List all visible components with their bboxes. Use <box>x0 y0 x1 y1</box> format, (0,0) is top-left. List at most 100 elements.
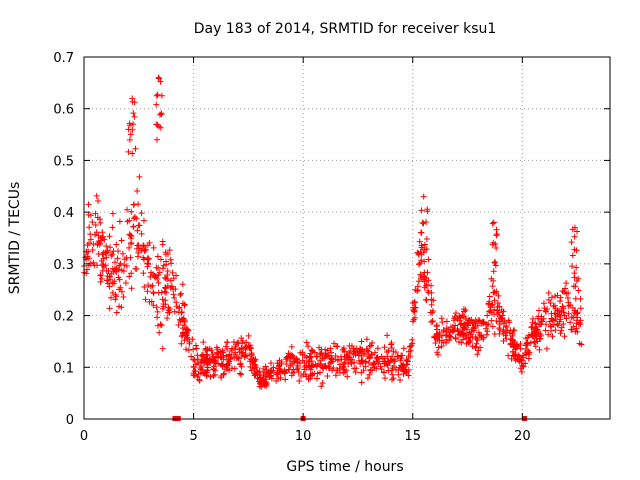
data-point <box>491 311 498 318</box>
data-point <box>374 345 381 352</box>
data-point <box>418 257 425 264</box>
data-point <box>542 327 549 334</box>
data-point <box>150 271 157 278</box>
data-point <box>563 280 570 287</box>
data-point <box>489 220 496 227</box>
data-point <box>142 246 149 253</box>
data-point <box>182 331 189 338</box>
data-point <box>569 263 576 270</box>
data-point <box>418 207 425 214</box>
data-point <box>476 331 483 338</box>
data-point <box>381 344 388 351</box>
data-point <box>200 339 207 346</box>
data-point <box>118 304 125 311</box>
data-point <box>486 308 493 315</box>
data-point <box>508 336 515 343</box>
data-point <box>251 364 258 371</box>
data-point <box>160 262 167 269</box>
data-point <box>329 358 336 365</box>
data-point <box>203 369 210 376</box>
data-point <box>89 219 96 226</box>
data-point <box>533 323 540 330</box>
data-point <box>332 372 339 379</box>
data-point <box>165 304 172 311</box>
data-point <box>87 236 94 243</box>
data-point <box>120 294 127 301</box>
data-point <box>236 346 243 353</box>
data-point <box>97 240 104 247</box>
data-point <box>520 363 527 370</box>
data-point <box>303 364 310 371</box>
data-point <box>561 289 568 296</box>
data-point <box>483 321 490 328</box>
data-point <box>140 243 147 250</box>
data-point <box>443 332 450 339</box>
data-point <box>109 210 116 217</box>
data-point <box>507 327 514 334</box>
data-point <box>194 373 201 380</box>
data-point <box>542 308 549 315</box>
data-point <box>407 343 414 350</box>
data-point <box>84 242 91 249</box>
data-point <box>111 259 118 266</box>
data-point <box>401 367 408 374</box>
data-point <box>100 263 107 270</box>
data-point <box>478 320 485 327</box>
data-point <box>108 252 115 259</box>
data-point <box>565 310 572 317</box>
data-point <box>461 321 468 328</box>
data-point <box>458 320 465 327</box>
data-point <box>186 340 193 347</box>
data-point <box>324 347 331 354</box>
data-point <box>409 336 416 343</box>
data-point <box>564 294 571 301</box>
data-point <box>411 314 418 321</box>
data-point <box>420 193 427 200</box>
data-point <box>103 249 110 256</box>
data-point <box>85 201 92 208</box>
data-point <box>164 315 171 322</box>
data-point <box>461 308 468 315</box>
data-point <box>400 368 407 375</box>
data-point <box>558 324 565 331</box>
data-point <box>94 214 101 221</box>
data-point <box>435 344 442 351</box>
data-point <box>166 247 173 254</box>
data-point <box>291 359 298 366</box>
data-point <box>126 273 133 280</box>
data-point <box>95 232 102 239</box>
data-point <box>122 280 129 287</box>
data-point <box>429 317 436 324</box>
data-point <box>153 136 160 143</box>
data-point <box>568 239 575 246</box>
x-tick-label: 15 <box>404 429 421 444</box>
data-point <box>399 352 406 359</box>
data-point <box>368 351 375 358</box>
data-point <box>358 338 365 345</box>
data-point <box>510 327 517 334</box>
data-point <box>494 231 501 238</box>
data-point <box>219 361 226 368</box>
data-point <box>116 276 123 283</box>
data-point <box>325 365 332 372</box>
data-point <box>344 373 351 380</box>
data-point <box>125 126 132 133</box>
data-point <box>247 342 254 349</box>
data-point <box>425 256 432 263</box>
data-point <box>351 348 358 355</box>
data-point <box>227 356 234 363</box>
data-point <box>341 359 348 366</box>
data-point <box>417 260 424 267</box>
data-point <box>571 233 578 240</box>
data-point <box>147 273 154 280</box>
data-point <box>468 316 475 323</box>
data-point <box>569 326 576 333</box>
data-point <box>158 92 165 99</box>
data-point <box>417 249 424 256</box>
data-point <box>136 173 143 180</box>
data-point <box>455 331 462 338</box>
data-point <box>100 249 107 256</box>
data-point <box>388 357 395 364</box>
data-point <box>535 315 542 322</box>
data-point <box>142 296 149 303</box>
